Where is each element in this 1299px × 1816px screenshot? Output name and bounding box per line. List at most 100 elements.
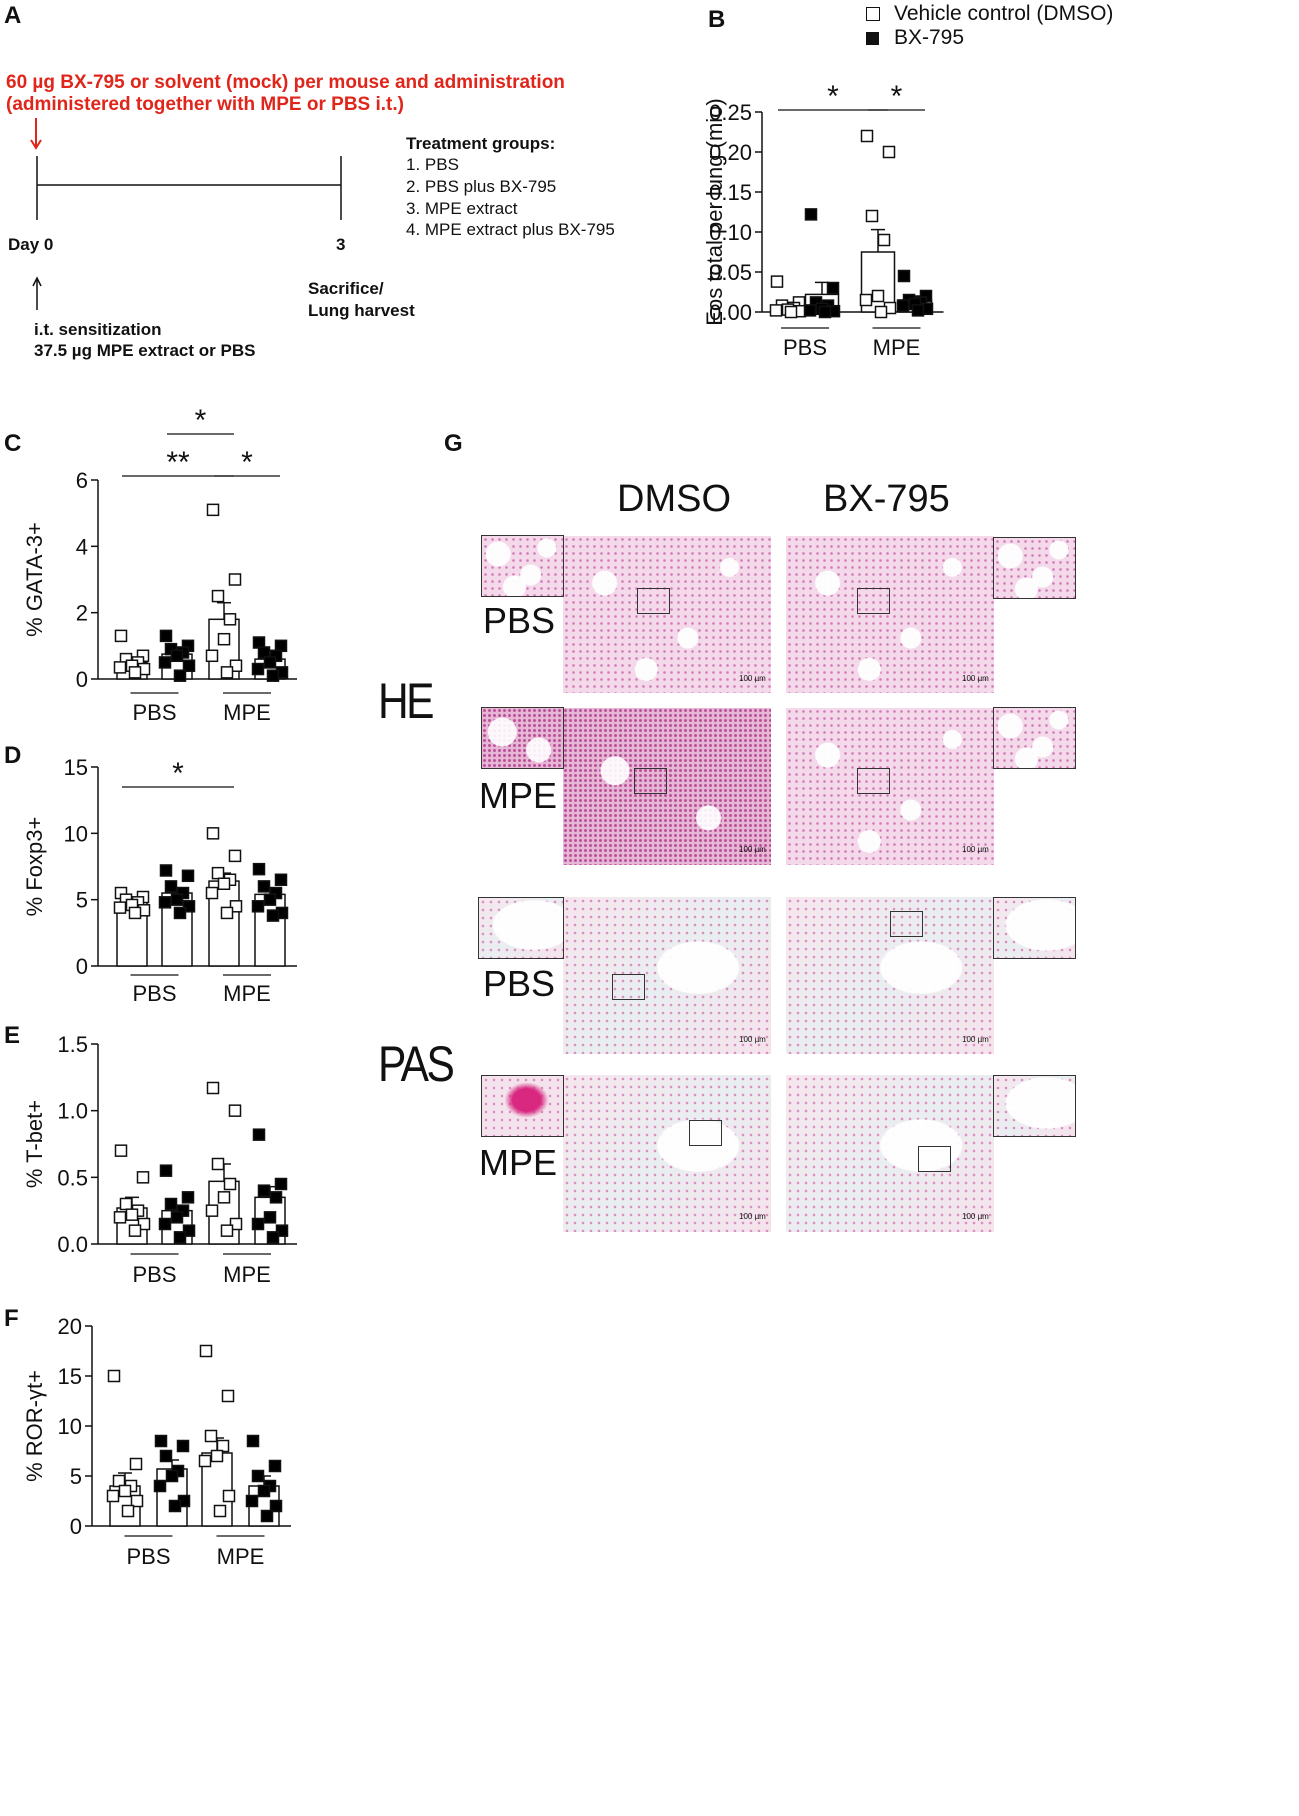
scale-bar-label: 100 µm [739, 1035, 766, 1044]
data-point-open [206, 503, 220, 517]
data-point-open [130, 1494, 144, 1508]
data-point-filled [274, 873, 288, 887]
scale-bar-label: 100 µm [962, 845, 989, 854]
data-point-open [211, 1157, 225, 1171]
treatment-group-2: 2. PBS plus BX-795 [406, 177, 557, 196]
data-point-open [223, 1177, 237, 1191]
data-point-filled [266, 909, 280, 922]
micrograph-he-pbs-dmso [563, 536, 771, 693]
selection-box [637, 588, 670, 614]
stain-label-he: HE [378, 673, 435, 729]
panel-g-letter: G [444, 430, 463, 457]
data-point-open [220, 1224, 234, 1237]
data-point-open [106, 1489, 120, 1503]
data-point-filled [159, 629, 173, 643]
data-point-filled [275, 1224, 289, 1237]
data-point-open [784, 305, 798, 319]
group-label: PBS [132, 700, 176, 720]
data-point-filled [263, 656, 277, 669]
y-tick-label: 0.5 [57, 1165, 88, 1190]
row-label-pas-mpe: MPE [479, 1142, 558, 1183]
data-point-filled [176, 1439, 190, 1453]
y-axis-label: Eos total per lung (mio) [702, 98, 727, 325]
data-point-open [228, 573, 242, 586]
y-tick-label: 0.15 [709, 180, 752, 205]
y-tick-label: 10 [58, 1414, 82, 1439]
data-point-open [204, 1429, 218, 1443]
micrograph-pas-mpe-bx795 [786, 1075, 994, 1232]
group-label: MPE [223, 1262, 271, 1287]
row-label-pas-pbs: PBS [483, 963, 556, 1004]
group-label: PBS [783, 335, 827, 360]
selection-box [857, 588, 890, 614]
scale-bar-label: 100 µm [962, 1035, 989, 1044]
data-point-open [211, 589, 225, 603]
panel-d-letter: D [4, 742, 22, 769]
data-point-filled [182, 900, 196, 913]
data-point-filled [897, 269, 911, 283]
group-label: MPE [223, 700, 271, 720]
y-tick-label: 15 [58, 1364, 82, 1389]
inset-pas-pbs-dmso [478, 897, 564, 959]
data-point-open [217, 632, 231, 646]
inset-he-mpe-dmso [481, 707, 564, 769]
data-point-filled [168, 1499, 182, 1513]
inset-pas-pbs-bx795 [993, 897, 1076, 959]
y-axis-label: % ROR-γt+ [22, 1370, 47, 1482]
data-point-filled [804, 208, 818, 221]
scale-bar-label: 100 µm [962, 1212, 989, 1221]
data-point-filled [257, 1484, 271, 1498]
data-point-filled [252, 862, 266, 876]
data-point-open [113, 661, 127, 674]
group-label: MPE [873, 335, 921, 360]
row-label-he-pbs: PBS [483, 600, 556, 641]
significance-marker: * [827, 80, 839, 113]
treatment-group-1: 1. PBS [406, 155, 459, 174]
data-point-open [228, 1104, 242, 1117]
significance-marker: * [891, 80, 903, 113]
data-point-open [229, 659, 243, 672]
data-point-filled [896, 299, 910, 312]
micrograph-he-pbs-bx795 [786, 536, 994, 693]
selection-box [918, 1146, 951, 1172]
data-point-open [877, 233, 891, 247]
y-tick-label: 1.5 [57, 1032, 88, 1057]
data-point-filled [165, 1469, 179, 1483]
selection-box [634, 768, 667, 794]
data-point-open [220, 906, 234, 920]
legend: Vehicle control (DMSO) BX-795 [866, 2, 1113, 50]
panel-c-letter: C [4, 430, 22, 457]
data-point-filled [268, 1459, 282, 1473]
data-point-open [113, 901, 127, 914]
y-tick-label: 20 [58, 1314, 82, 1339]
data-point-open [229, 900, 243, 913]
data-point-open [217, 877, 231, 890]
data-point-open [205, 1204, 219, 1217]
data-point-filled [251, 1469, 265, 1483]
y-tick-label: 0.00 [709, 300, 752, 325]
data-point-open [221, 1389, 235, 1403]
data-point-filled [911, 304, 925, 317]
panel-b-letter: B [708, 6, 726, 33]
data-point-open [205, 649, 219, 663]
panel-e-letter: E [4, 1022, 21, 1049]
data-point-open [874, 305, 888, 319]
data-point-open [859, 293, 873, 307]
treatment-note-line2: (administered together with MPE or PBS i… [6, 94, 404, 115]
data-point-filled [263, 1211, 277, 1224]
y-tick-label: 2 [76, 601, 88, 626]
inset-pas-mpe-bx795 [993, 1075, 1076, 1137]
data-point-filled [164, 880, 178, 893]
data-point-open [211, 866, 225, 880]
y-tick-label: 0.05 [709, 260, 752, 285]
data-point-open [114, 1144, 128, 1157]
legend-open-square-icon [866, 7, 880, 21]
legend-vehicle-label: Vehicle control (DMSO) [894, 2, 1114, 25]
panel-a-letter: A [4, 2, 22, 29]
sensitization-arrow-head [32, 276, 42, 287]
column-label-dmso: DMSO [617, 478, 731, 520]
y-tick-label: 0.0 [57, 1232, 88, 1257]
group-label: MPE [223, 981, 271, 1006]
data-point-filled [153, 1479, 167, 1493]
y-tick-label: 0 [76, 667, 88, 692]
